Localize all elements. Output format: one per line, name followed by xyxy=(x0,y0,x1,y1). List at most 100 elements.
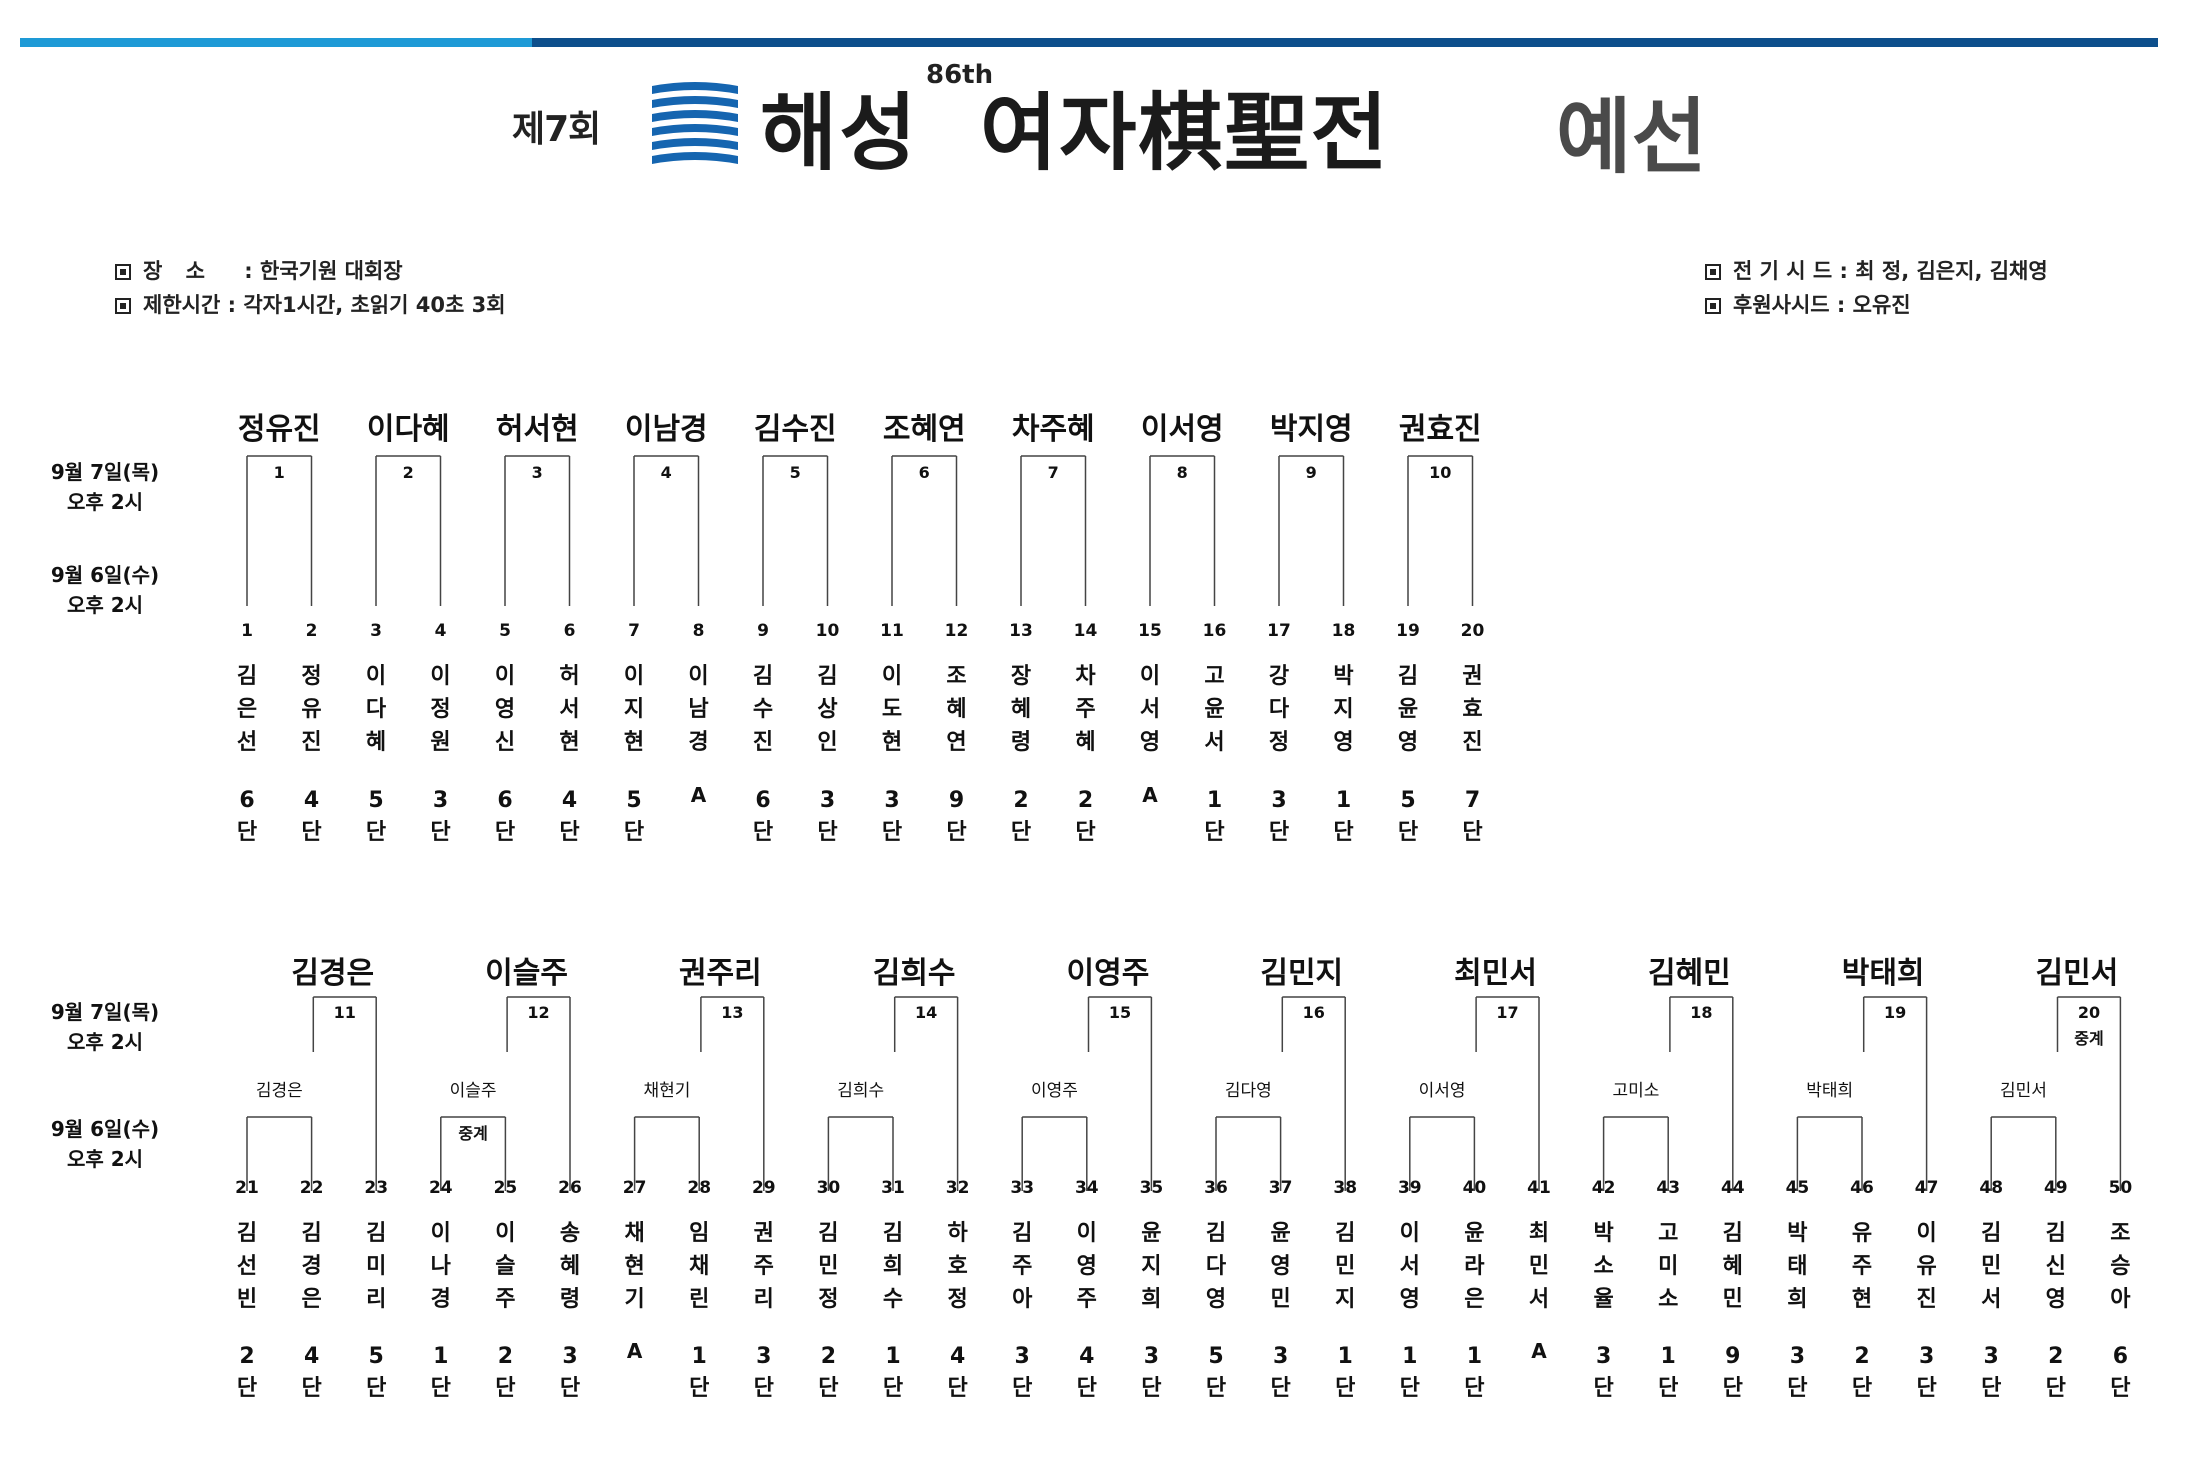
player-rank: 2 xyxy=(821,1344,836,1369)
final-round-time: 오후 2시 xyxy=(67,490,143,514)
player-rank-unit: 단 xyxy=(237,1376,257,1401)
group-winner-name: 김민서 xyxy=(2036,956,2119,991)
player-rank-unit: 단 xyxy=(1011,820,1031,845)
tournament-round: 제7회 xyxy=(512,109,601,150)
player-rank-unit: 단 xyxy=(560,1376,580,1401)
player-seed-number: 19 xyxy=(1396,621,1420,641)
page-header: 제7회 해성 86th 여자棋聖전 예선 xyxy=(0,60,2196,185)
player-rank: 2 xyxy=(1854,1344,1869,1369)
final-round-date: 9월 7일(목) xyxy=(51,460,159,484)
group-number: 15 xyxy=(1109,1003,1131,1022)
semifinal-winner-name: 이서영 xyxy=(1419,1081,1466,1101)
player-rank-unit: 단 xyxy=(1012,1376,1032,1401)
player-rank-unit: 단 xyxy=(431,1376,451,1401)
player-rank: 5 xyxy=(1400,788,1415,813)
player-seed-number: 20 xyxy=(1461,621,1485,641)
semifinal-winner-name: 고미소 xyxy=(1612,1081,1659,1101)
player-rank: 2 xyxy=(239,1344,254,1369)
player-rank: 1 xyxy=(1402,1344,1417,1369)
player-rank-unit: 단 xyxy=(1335,1376,1355,1401)
player-rank-unit: 단 xyxy=(1981,1376,2001,1401)
group-winner-name: 허서현 xyxy=(496,412,579,447)
group-winner-name: 박지영 xyxy=(1270,412,1353,447)
player-seed-number: 22 xyxy=(300,1178,324,1198)
player-rank-unit: 단 xyxy=(947,1376,967,1401)
first-round-date: 9월 6일(수) xyxy=(51,1117,159,1141)
group-winner-name: 이다혜 xyxy=(367,412,450,447)
square-bullet-icon xyxy=(1705,264,1721,280)
player-rank-unit: 단 xyxy=(1916,1376,1936,1401)
tournament-name: 여자棋聖전 xyxy=(980,84,1390,182)
player-rank-unit: 단 xyxy=(1852,1376,1872,1401)
sponsor-seed-info: 후원사시드 : 오유진 xyxy=(1705,288,1911,322)
broadcast-note: 중계 xyxy=(458,1124,487,1143)
group-number: 19 xyxy=(1884,1003,1906,1022)
player-seed-number: 3 xyxy=(370,621,382,641)
group-winner-name: 조혜연 xyxy=(883,412,966,447)
player-rank-amateur: A xyxy=(691,783,707,807)
player-rank: 1 xyxy=(433,1344,448,1369)
group-number: 13 xyxy=(721,1003,743,1022)
player-seed-number: 12 xyxy=(945,621,969,641)
player-seed-number: 36 xyxy=(1204,1178,1228,1198)
player-rank: 1 xyxy=(1467,1344,1482,1369)
player-rank-unit: 단 xyxy=(366,1376,386,1401)
player-seed-number: 11 xyxy=(880,621,904,641)
player-rank: 2 xyxy=(1078,788,1093,813)
player-rank: 1 xyxy=(692,1344,707,1369)
player-rank-amateur: A xyxy=(627,1339,643,1363)
player-seed-number: 45 xyxy=(1786,1178,1810,1198)
player-rank-unit: 단 xyxy=(1593,1376,1613,1401)
player-seed-number: 47 xyxy=(1915,1178,1939,1198)
player-rank: 1 xyxy=(885,1344,900,1369)
player-seed-number: 1 xyxy=(241,621,253,641)
stage-label: 예선 xyxy=(1556,90,1707,185)
player-rank: 5 xyxy=(368,788,383,813)
player-rank-unit: 단 xyxy=(495,1376,515,1401)
first-round-time: 오후 2시 xyxy=(67,593,143,617)
player-rank-unit: 단 xyxy=(430,820,450,845)
player-rank-unit: 단 xyxy=(1658,1376,1678,1401)
player-seed-number: 7 xyxy=(628,621,640,641)
semifinal-winner-name: 김다영 xyxy=(1225,1081,1272,1101)
accent-bar-light xyxy=(20,38,532,47)
player-seed-number: 29 xyxy=(752,1178,776,1198)
player-rank: 3 xyxy=(884,788,899,813)
player-rank-unit: 단 xyxy=(1400,1376,1420,1401)
player-seed-number: 44 xyxy=(1721,1178,1745,1198)
player-rank: 4 xyxy=(304,1344,319,1369)
player-seed-number: 37 xyxy=(1269,1178,1293,1198)
player-rank-unit: 단 xyxy=(559,820,579,845)
player-rank: 5 xyxy=(1208,1344,1223,1369)
player-rank: 6 xyxy=(497,788,512,813)
player-rank: 3 xyxy=(1015,1344,1030,1369)
player-rank-unit: 단 xyxy=(1077,1376,1097,1401)
group-number: 11 xyxy=(334,1003,356,1022)
player-seed-number: 25 xyxy=(494,1178,518,1198)
group-winner-name: 권주리 xyxy=(679,956,762,991)
first-round-date: 9월 6일(수) xyxy=(51,563,159,587)
group-number: 17 xyxy=(1496,1003,1518,1022)
